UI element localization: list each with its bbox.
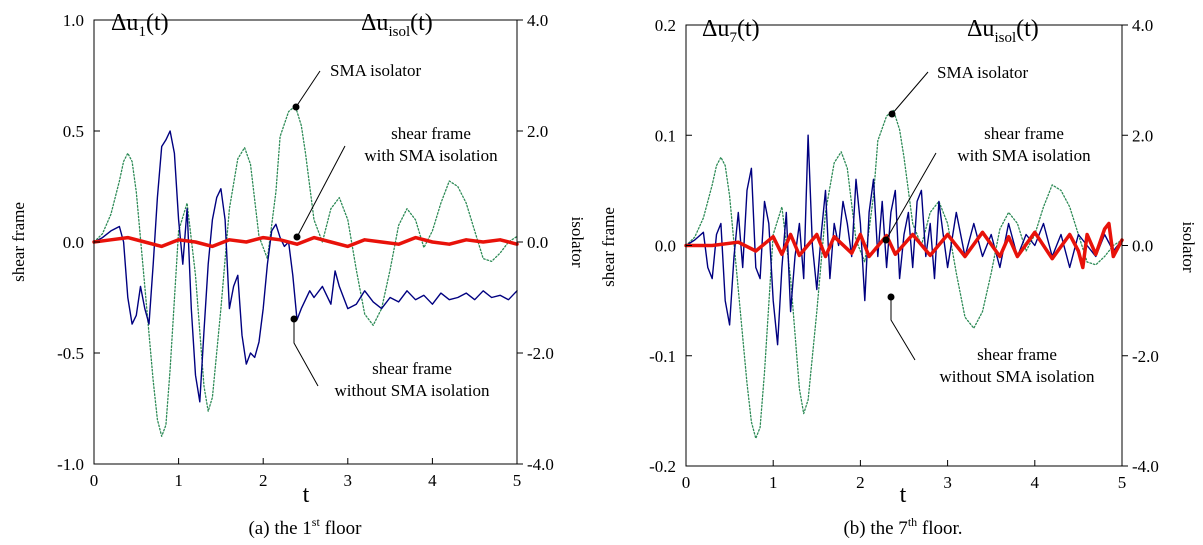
panel-caption: (b) the 7th floor. [843,515,962,539]
x-axis-label: t [900,482,907,508]
annotation-text: shear frame with SMA isolation [364,124,498,165]
left-tick-label: 0.0 [655,237,676,256]
x-tick-label: 0 [90,471,99,490]
left-tick-label: -0.5 [57,344,84,363]
panel-a: 0 1 2 3 4 5 -1.0 -0.5 0.0 0.5 1.0 -4.0 -2.0 0.0 2.0 4.0… [9,10,587,539]
series-line-with [92,235,519,249]
series-line-without [685,134,1123,346]
annotation-with-isolation: shear frame with SMA isolation [293,124,498,241]
left-tick-label: 0.1 [655,126,676,145]
series-line-with [684,221,1124,270]
x-tick-label: 0 [682,473,691,492]
right-tick-label: 2.0 [527,122,548,141]
x-tick-label: 2 [856,473,865,492]
left-tick-label: -1.0 [57,455,84,474]
x-tick-label: 4 [428,471,437,490]
left-axis-symbol: Δu7(t) [702,16,760,46]
panel-b: 0 1 2 3 4 5 -0.2 -0.1 0.0 0.1 0.2 -4.0 -2.0 0.0 2.0 4.0… [599,16,1198,539]
x-tick-label: 3 [943,473,952,492]
x-tick-label: 5 [1118,473,1127,492]
right-tick-label: -4.0 [527,455,554,474]
series-layer [684,109,1124,440]
left-axis-label: shear frame [9,202,28,282]
right-tick-label: 4.0 [1132,16,1153,35]
right-axis-symbol: Δuisol(t) [361,10,433,40]
series-line-isolator [93,105,518,437]
annotation-text: SMA isolator [937,63,1028,82]
x-tick-label: 4 [1031,473,1040,492]
panel-caption: (a) the 1st floor [248,515,362,539]
x-tick-label: 3 [344,471,353,490]
right-tick-label: 4.0 [527,11,548,30]
ticks-layer: 0 1 2 3 4 5 -0.2 -0.1 0.0 0.1 0.2 -4.0 -2.0 0.0 2.0 4.0 [649,16,1159,492]
x-tick-label: 1 [769,473,778,492]
x-tick-label: 1 [174,471,183,490]
right-tick-label: -2.0 [1132,347,1159,366]
right-tick-label: 0.0 [527,233,548,252]
annotation-sma-isolator: SMA isolator [888,63,1028,118]
x-tick-label: 2 [259,471,268,490]
right-tick-label: -4.0 [1132,457,1159,476]
right-tick-label: -2.0 [527,344,554,363]
right-tick-label: 2.0 [1132,126,1153,145]
annotation-without-isolation: shear frame without SMA isolation [290,315,490,400]
x-tick-label: 5 [513,471,522,490]
annotation-without-isolation: shear frame without SMA isolation [887,293,1095,386]
x-axis-label: t [303,482,310,508]
annotation-text: shear frame without SMA isolation [940,345,1095,386]
annotation-sma-isolator: SMA isolator [292,61,421,111]
series-line-without [93,130,518,403]
left-tick-label: 0.2 [655,16,676,35]
left-tick-label: -0.1 [649,347,676,366]
annotation-text: shear frame without SMA isolation [335,359,490,400]
right-axis-symbol: Δuisol(t) [967,16,1039,46]
annotation-text: SMA isolator [330,61,421,80]
right-axis-label: isolator [568,217,587,268]
annotation-text: shear frame with SMA isolation [957,124,1091,165]
right-tick-label: 0.0 [1132,237,1153,256]
left-tick-label: 1.0 [63,11,84,30]
left-axis-label: shear frame [599,207,618,287]
left-tick-label: -0.2 [649,457,676,476]
annotation-with-isolation: shear frame with SMA isolation [882,124,1091,244]
ticks-layer: 0 1 2 3 4 5 -1.0 -0.5 0.0 0.5 1.0 -4.0 -2.0 0.0 2.0 4.0 [57,11,554,490]
series-line-isolator [685,109,1123,440]
right-axis-label: isolator [1179,222,1198,273]
series-layer [92,105,519,437]
left-axis-symbol: Δu1(t) [111,10,169,40]
left-tick-label: 0.5 [63,122,84,141]
left-tick-label: 0.0 [63,233,84,252]
